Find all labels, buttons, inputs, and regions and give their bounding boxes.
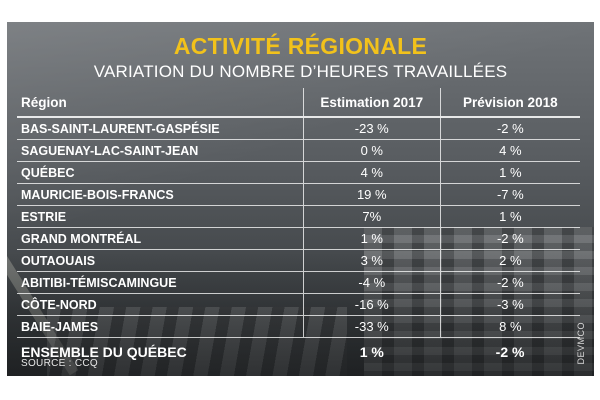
table-row: MAURICIE-BOIS-FRANCS 19 % -7 %	[17, 183, 580, 206]
table-row: BAS-SAINT-LAURENT-GASPÉSIE -23 % -2 %	[17, 117, 580, 140]
prevision-2018-cell: 1 %	[439, 205, 580, 228]
region-cell: QUÉBEC	[17, 161, 304, 184]
region-cell: ESTRIE	[17, 205, 304, 228]
table-row: GRAND MONTRÉAL 1 % -2 %	[17, 227, 580, 250]
prevision-2018-cell: 2 %	[439, 249, 580, 272]
estimation-2017-cell: 1 %	[302, 227, 441, 250]
chart-title: ACTIVITÉ RÉGIONALE	[173, 33, 428, 59]
table-row: CÔTE-NORD -16 % -3 %	[17, 293, 580, 316]
estimation-2017-cell: -23 %	[302, 117, 441, 140]
table-body: BAS-SAINT-LAURENT-GASPÉSIE -23 % -2 % SAGUE…	[17, 117, 580, 366]
estimation-2017-cell: 7%	[302, 205, 441, 228]
prevision-2018-cell: -7 %	[439, 183, 580, 206]
prevision-2018-cell: 8 %	[439, 315, 580, 338]
region-cell: BAIE-JAMES	[17, 315, 304, 338]
prevision-2018-cell: -2 %	[439, 117, 580, 140]
column-header-prevision-2018: Prévision 2018	[439, 88, 580, 118]
region-cell: GRAND MONTRÉAL	[17, 227, 304, 250]
prevision-2018-cell: 1 %	[439, 161, 580, 184]
table-total-row: ENSEMBLE DU QUÉBEC 1 % -2 %	[17, 338, 580, 367]
estimation-2017-cell: -16 %	[302, 293, 441, 316]
total-prevision-2018-cell: -2 %	[495, 344, 525, 360]
table-row: BAIE-JAMES -33 % 8 %	[17, 315, 580, 338]
source-note: SOURCE : CCQ	[21, 358, 98, 369]
prevision-2018-cell: 4 %	[439, 139, 580, 162]
infographic-panel: ACTIVITÉ RÉGIONALE VARIATION DU NOMBRE D…	[7, 22, 594, 376]
region-cell: BAS-SAINT-LAURENT-GASPÉSIE	[17, 117, 304, 140]
table-header-row: Région Estimation 2017 Prévision 2018	[17, 88, 580, 118]
total-region-cell: ENSEMBLE DU QUÉBEC	[21, 344, 187, 360]
estimation-2017-cell: -33 %	[302, 315, 441, 338]
estimation-2017-cell: 19 %	[302, 183, 441, 206]
estimation-2017-cell: -4 %	[302, 271, 441, 294]
region-cell: OUTAOUAIS	[17, 249, 304, 272]
region-cell: SAGUENAY-LAC-SAINT-JEAN	[17, 139, 304, 162]
estimation-2017-cell: 3 %	[302, 249, 441, 272]
region-cell: ABITIBI-TÉMISCAMINGUE	[17, 271, 304, 294]
prevision-2018-cell: -2 %	[439, 227, 580, 250]
total-estimation-2017-cell: 1 %	[359, 344, 384, 360]
prevision-2018-cell: -2 %	[439, 271, 580, 294]
chart-subtitle: VARIATION DU NOMBRE D’HEURES TRAVAILLÉES	[93, 62, 508, 81]
table-row: ABITIBI-TÉMISCAMINGUE -4 % -2 %	[17, 271, 580, 294]
data-table: Région Estimation 2017 Prévision 2018 BA…	[17, 88, 580, 366]
column-header-estimation-2017: Estimation 2017	[302, 88, 441, 118]
table-row: QUÉBEC 4 % 1 %	[17, 161, 580, 184]
region-cell: MAURICIE-BOIS-FRANCS	[17, 183, 304, 206]
estimation-2017-cell: 0 %	[302, 139, 441, 162]
table-row: OUTAOUAIS 3 % 2 %	[17, 249, 580, 272]
estimation-2017-cell: 4 %	[302, 161, 441, 184]
table-row: SAGUENAY-LAC-SAINT-JEAN 0 % 4 %	[17, 139, 580, 162]
region-cell: CÔTE-NORD	[17, 293, 304, 316]
table-row: ESTRIE 7% 1 %	[17, 205, 580, 228]
prevision-2018-cell: -3 %	[439, 293, 580, 316]
image-credit: DEVMCO	[576, 322, 586, 365]
column-header-region: Région	[17, 88, 304, 118]
